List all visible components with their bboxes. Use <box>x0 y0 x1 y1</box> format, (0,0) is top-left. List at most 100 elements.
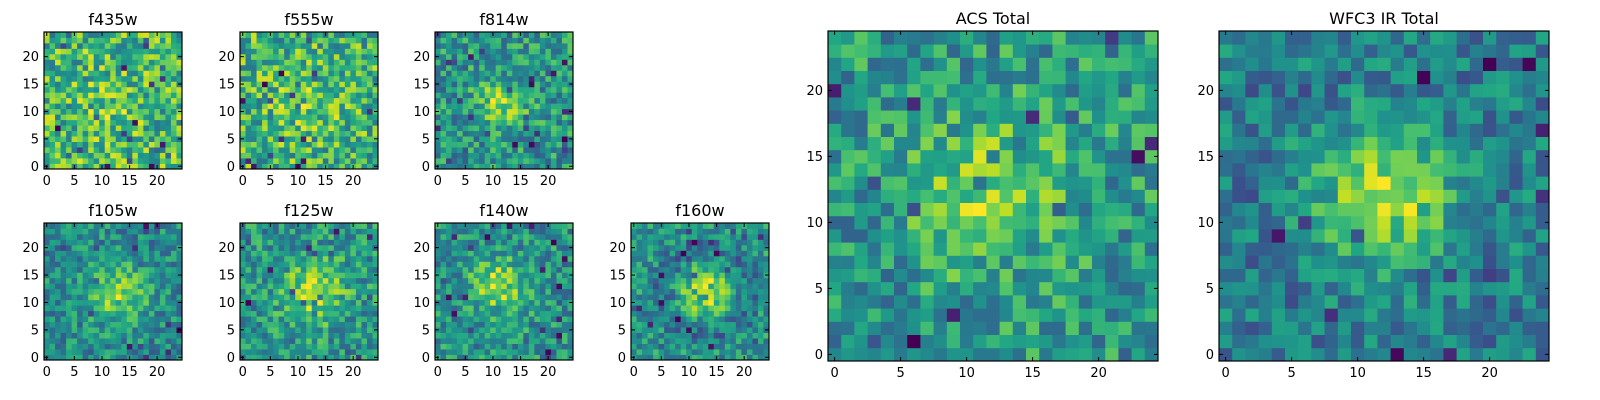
heatmap-cell <box>311 332 318 339</box>
heatmap-cell <box>355 64 362 71</box>
heatmap-cell <box>372 321 379 328</box>
heatmap-cell <box>159 299 166 306</box>
heatmap-cell <box>273 338 280 344</box>
heatmap-cell <box>82 321 89 328</box>
heatmap-cell <box>647 321 654 328</box>
heatmap-cell <box>66 223 72 229</box>
heatmap-cell <box>176 125 183 132</box>
heatmap-cell <box>1012 163 1027 177</box>
heatmap-cell <box>451 42 458 49</box>
heatmap-cell <box>636 343 643 350</box>
heatmap-cell <box>77 327 84 333</box>
heatmap-cell <box>154 272 161 279</box>
heatmap-cell <box>350 332 357 339</box>
heatmap-cell <box>132 343 139 350</box>
heatmap-cell <box>170 310 177 317</box>
heatmap-cell <box>828 321 842 335</box>
heatmap-cell <box>719 261 726 268</box>
heatmap-cell <box>512 108 519 115</box>
heatmap-cell <box>240 42 246 49</box>
heatmap-cell <box>170 283 177 290</box>
heatmap-cell <box>66 277 72 284</box>
heatmap-cell <box>479 299 486 306</box>
heatmap-cell <box>104 305 111 312</box>
heatmap-cell <box>361 255 368 262</box>
heatmap-cell <box>339 327 346 333</box>
heatmap-cell <box>121 327 128 333</box>
heatmap-cell <box>446 48 452 55</box>
heatmap-cell <box>240 316 246 323</box>
heatmap-cell <box>49 59 56 66</box>
heatmap-cell <box>647 288 654 295</box>
heatmap-cell <box>741 305 748 312</box>
heatmap-cell <box>311 103 318 110</box>
heatmap-cell <box>708 266 715 273</box>
heatmap-cell <box>115 152 122 159</box>
heatmap-cell <box>333 250 340 257</box>
heatmap-cell <box>490 310 497 317</box>
heatmap-cell <box>170 163 177 170</box>
heatmap-cell <box>93 288 100 295</box>
heatmap-cell <box>267 152 274 159</box>
heatmap-cell <box>697 316 704 323</box>
heatmap-cell <box>267 250 274 257</box>
heatmap-cell <box>446 277 452 284</box>
heatmap-cell <box>545 277 552 284</box>
heatmap-cell <box>561 327 568 333</box>
heatmap-cell <box>284 338 291 344</box>
heatmap-cell <box>328 283 335 290</box>
heatmap-cell <box>894 149 908 164</box>
heatmap-cell <box>165 299 172 306</box>
heatmap-cell <box>435 37 441 44</box>
heatmap-cell <box>170 316 177 323</box>
heatmap-cell <box>664 288 671 295</box>
heatmap-cell <box>278 119 285 126</box>
heatmap-cell <box>907 215 921 230</box>
heatmap-cell <box>165 158 172 164</box>
heatmap-cell <box>251 228 257 235</box>
heatmap-cell <box>60 299 67 306</box>
heatmap-cell <box>267 141 274 148</box>
heatmap-cell <box>110 48 117 55</box>
heatmap-cell <box>77 233 84 240</box>
heatmap-cell <box>49 152 56 159</box>
heatmap-cell <box>71 321 78 328</box>
heatmap-cell <box>88 103 95 110</box>
heatmap-cell <box>322 108 329 115</box>
heatmap-cell <box>735 343 742 350</box>
heatmap-cell <box>273 70 280 77</box>
heatmap-cell <box>278 48 285 55</box>
heatmap-cell <box>317 158 324 164</box>
heatmap-cell <box>675 283 682 290</box>
heatmap-cell <box>350 283 357 290</box>
heatmap-cell <box>752 294 759 301</box>
heatmap-cell <box>121 158 128 164</box>
heatmap-cell <box>104 244 111 251</box>
heatmap-cell <box>328 108 335 115</box>
heatmap-cell <box>1144 334 1159 349</box>
heatmap-cell <box>121 299 128 306</box>
heatmap-cell <box>262 272 268 279</box>
heatmap-cell <box>675 321 682 328</box>
heatmap-cell <box>697 266 704 273</box>
heatmap-cell <box>170 152 177 159</box>
heatmap-cell <box>1105 176 1119 190</box>
heatmap-cell <box>567 86 574 93</box>
heatmap-cell <box>545 327 552 333</box>
heatmap-cell <box>60 332 67 339</box>
heatmap-cell <box>300 42 307 49</box>
heatmap-cell <box>143 103 150 110</box>
heatmap-cell <box>446 283 452 290</box>
heatmap-cell <box>479 266 486 273</box>
heatmap-cell <box>322 64 329 71</box>
heatmap-cell <box>126 299 133 306</box>
heatmap-cell <box>763 305 770 312</box>
heatmap-cell <box>159 255 166 262</box>
heatmap-cell <box>495 349 502 355</box>
heatmap-cell <box>93 92 100 99</box>
heatmap-cell <box>159 97 166 104</box>
heatmap-cell <box>1078 215 1093 230</box>
heatmap-cell <box>328 343 335 350</box>
heatmap-cell <box>501 228 508 235</box>
heatmap-cell <box>44 305 50 312</box>
